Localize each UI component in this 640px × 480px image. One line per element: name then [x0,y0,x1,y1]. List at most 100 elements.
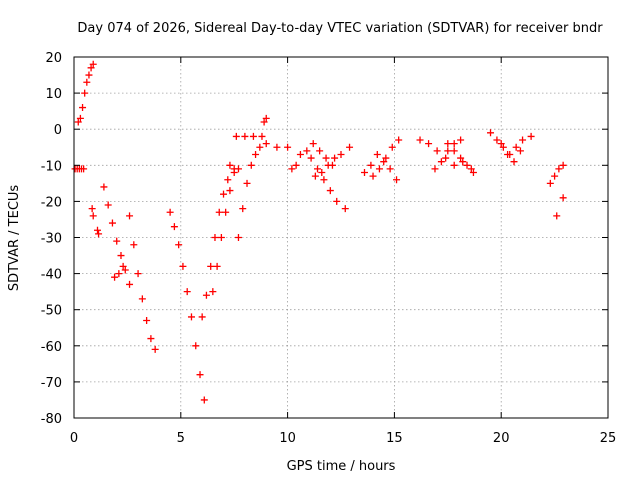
y-axis-label: SDTVAR / TECUs [7,185,22,292]
series-arc-j [209,169,238,296]
data-point [209,288,217,296]
data-point [457,154,465,162]
data-point [260,118,268,126]
data-point [95,230,103,238]
data-point [437,158,445,166]
data-point [200,396,208,404]
axis-ticks [73,56,609,419]
series-arc-p [307,154,349,213]
data-point [512,143,520,151]
data-point [76,114,84,122]
data-point [527,132,535,140]
y-tick-label: -50 [41,304,62,319]
series-arc-k [226,161,242,173]
data-point [262,140,270,148]
y-tick-label: -70 [41,376,62,391]
y-tick-label: 10 [45,87,62,102]
data-point [241,132,249,140]
data-point [369,172,377,180]
data-point [442,154,450,162]
data-point [175,241,183,249]
data-point [249,132,257,140]
data-point [318,169,326,177]
data-point [234,165,242,173]
data-point [226,161,234,169]
data-point [450,140,458,148]
data-point [79,104,87,112]
data-point [220,190,228,198]
data-point [450,147,458,155]
data-point [126,280,134,288]
series-arc-m [232,114,270,140]
data-point [226,187,234,195]
grid-lines [74,57,608,418]
data-point [239,205,247,213]
data-point [252,150,260,158]
data-point [113,237,121,245]
data-point [431,165,439,173]
data-point [207,262,215,270]
data-point [85,71,93,79]
data-point [463,161,471,169]
data-point [87,64,95,72]
data-point [256,143,264,151]
series-arc-s [369,136,403,180]
data-point [311,172,319,180]
data-point [187,313,195,321]
data-point [134,270,142,278]
data-point [553,212,561,220]
series-arc-f [111,262,127,281]
data-point [360,169,368,177]
data-point [559,161,567,169]
y-tick-label: -30 [41,232,62,247]
data-point [288,165,296,173]
data-point [459,158,467,166]
data-point [88,205,96,213]
data-point [80,165,88,173]
data-point [341,205,349,213]
data-point [151,345,159,353]
data-point [510,158,518,166]
data-point [93,226,101,234]
y-tick-labels: -80 -70 -60 -50 -40 -30 -20 -10 0 10 20 [41,51,62,427]
x-tick-label: 0 [70,431,78,446]
data-point [497,140,505,148]
series-arc-d [93,226,103,238]
data-point [296,150,304,158]
data-point [393,176,401,184]
data-point [324,161,332,169]
data-points [71,60,567,404]
data-point [143,317,151,325]
data-point [331,154,339,162]
data-point [138,295,146,303]
data-point [499,143,507,151]
data-point [450,161,458,169]
data-point [555,165,563,173]
x-tick-label: 25 [600,431,617,446]
series-arc-c [88,205,97,220]
data-point [89,60,97,68]
data-point [395,136,403,144]
data-point [382,154,390,162]
series-arc-y [546,161,567,187]
data-point [81,89,89,97]
data-point [516,147,524,155]
data-point [211,234,219,241]
data-point [375,165,383,173]
data-point [224,176,232,184]
x-tick-label: 5 [177,431,185,446]
data-point [217,234,225,241]
data-point [333,197,341,205]
data-point [314,165,322,173]
data-point [119,262,127,270]
x-tick-label: 10 [279,431,296,446]
chart-title: Day 074 of 2026, Sidereal Day-to-day VTE… [77,21,603,36]
data-point [222,208,230,216]
data-point [262,114,270,122]
data-point [444,147,452,155]
series-arc-i [198,176,232,321]
data-point [444,140,452,148]
data-point [367,161,375,169]
